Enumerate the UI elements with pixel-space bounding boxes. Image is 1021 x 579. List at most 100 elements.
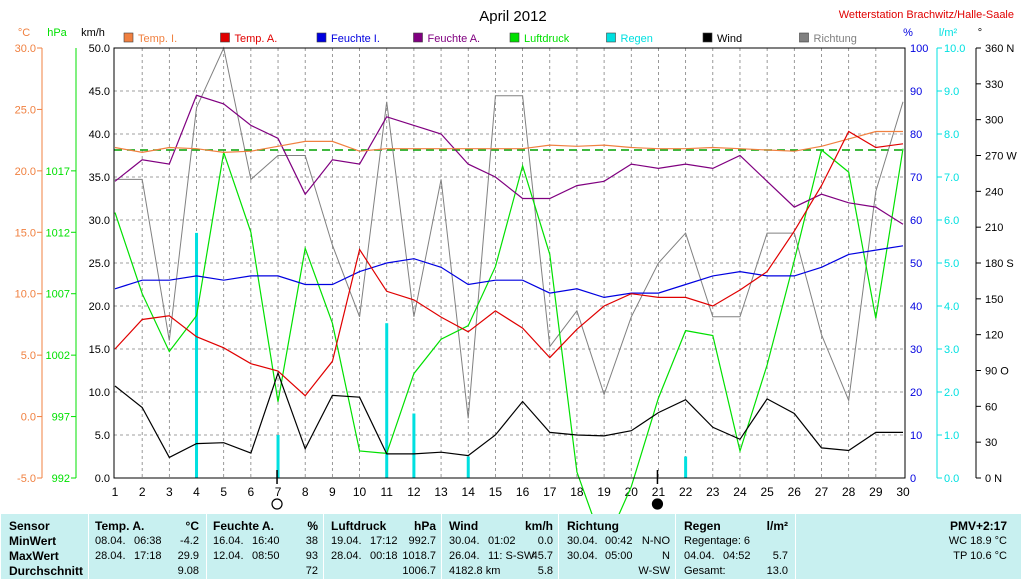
wind-tick-0: 50.0	[89, 43, 110, 55]
x-tick-9: 9	[329, 485, 336, 499]
wind-tick-2: 40.0	[89, 129, 110, 141]
wind-tick-6: 20.0	[89, 301, 110, 313]
direction-min-date: 30.04.	[567, 535, 598, 547]
series-line-wind	[114, 371, 903, 459]
wind-tick-7: 15.0	[89, 344, 110, 356]
temp-unit: °C	[185, 519, 199, 533]
wind-max-date: 26.04.	[449, 550, 480, 562]
temp-max-time: 17:18	[134, 550, 162, 562]
direction-min-value: N-NO	[641, 535, 670, 547]
x-tick-21: 21	[652, 485, 666, 499]
direction-tick-12: 0 N	[985, 473, 1002, 485]
x-tick-13: 13	[434, 485, 448, 499]
temp-min-time: 06:38	[134, 535, 162, 547]
temp-avg-value: 9.08	[177, 565, 199, 577]
left-axes: 30.0 25.0 20.0 15.0 10.0 5.0 0.0 -5.0 1017 1012 10…	[15, 43, 110, 485]
humidity-max-time: 08:50	[252, 550, 280, 562]
pressure-min-time: 17:12	[370, 535, 398, 547]
x-tick-4: 4	[193, 485, 200, 499]
legend: Temp. I. Temp. A. Feuchte I. Feuchte A. Luft…	[123, 32, 857, 45]
humidity-min-value: 38	[305, 535, 318, 547]
rain-unit: l/m²	[766, 519, 788, 533]
x-tick-7: 7	[275, 485, 282, 499]
x-tick-14: 14	[462, 485, 476, 499]
plot-frame	[113, 47, 906, 479]
x-tick-10: 10	[353, 485, 367, 499]
pressure-header: Luftdruck	[331, 519, 387, 533]
humidity-avg-value: 72	[305, 565, 318, 577]
moon-new-icon	[651, 498, 664, 510]
temp-tick-6: 0.0	[21, 412, 36, 424]
rain-days: Regentage: 6	[684, 535, 751, 547]
rain-tick-4: 6.0	[944, 215, 959, 227]
x-tick-15: 15	[489, 485, 503, 499]
legend-label-2: Feuchte I.	[331, 33, 380, 45]
stats-pmv: PMV+2:17 WC 18.9 °C TP 10.6 °C	[795, 514, 1021, 579]
rain-tick-10: 0.0	[944, 473, 959, 485]
legend-swatch-7	[799, 32, 809, 43]
temp-tick-5: 5.0	[21, 350, 36, 362]
series-line-feuchte-a-	[114, 94, 904, 225]
humidity-tick-4: 60	[910, 215, 922, 227]
x-tick-27: 27	[815, 485, 829, 499]
x-tick-17: 17	[543, 485, 557, 499]
rain-tick-8: 2.0	[944, 387, 959, 399]
rain-tick-5: 5.0	[944, 258, 959, 270]
rain-bar-4	[195, 232, 199, 478]
direction-max-date: 30.04.	[567, 550, 598, 562]
humidity-min-time: 16:40	[252, 535, 280, 547]
moon-full-icon	[271, 498, 283, 510]
direction-tick-9: 90 O	[985, 366, 1009, 378]
temp-header: Temp. A.	[95, 519, 145, 533]
x-axis: 1 2 3 4 5 6 7 8 9 10 11 12 13 14 15 16 17 18 19 20 21 22 23 24 2…	[112, 485, 910, 499]
rain-bars	[195, 232, 688, 478]
stats-rain: Regen l/m² Regentage: 6 04.04. 04:52 5.7…	[675, 514, 796, 579]
humidity-tick-9: 10	[910, 430, 922, 442]
wind-tick-4: 30.0	[89, 215, 110, 227]
direction-min-time: 00:42	[605, 535, 633, 547]
axis-units: °C hPa km/h% l/m² °	[18, 27, 982, 39]
row-label-max: MaxWert	[9, 549, 59, 563]
x-tick-24: 24	[733, 485, 747, 499]
wind-total-distance: 4182.8 km	[449, 565, 501, 577]
wind-tick-1: 45.0	[89, 86, 110, 98]
axis-unit-0: °C	[18, 27, 30, 39]
rain-max-date: 04.04.	[684, 550, 715, 562]
stats-wind: Wind km/h 30.04. 01:02 0.0 26.04. 11: S-…	[441, 514, 559, 579]
series-lines	[114, 46, 904, 514]
temp-max-date: 28.04.	[95, 550, 126, 562]
legend-label-0: Temp. I.	[138, 33, 177, 45]
axis-unit-3: %	[903, 27, 913, 39]
stats-table: Sensor MinWert MaxWert Durchschnitt Temp…	[0, 514, 1021, 579]
x-tick-16: 16	[516, 485, 530, 499]
x-tick-8: 8	[302, 485, 309, 499]
direction-tick-11: 30	[985, 437, 997, 449]
wind-tick-5: 25.0	[89, 258, 110, 270]
legend-swatch-0	[123, 32, 134, 43]
legend-swatch-2	[316, 32, 327, 43]
wind-max-time: 11: S-SW	[488, 550, 535, 562]
rain-tick-2: 8.0	[944, 129, 959, 141]
x-tick-28: 28	[842, 485, 856, 499]
temp-max-value: 29.9	[177, 550, 199, 562]
rain-tick-7: 3.0	[944, 344, 959, 356]
legend-swatch-6	[702, 32, 713, 43]
grid	[114, 48, 905, 478]
series-line-temp-a-	[114, 130, 904, 397]
x-tick-26: 26	[788, 485, 802, 499]
stats-humidity: Feuchte A. % 16.04. 16:40 38 12.04. 08:5…	[206, 514, 324, 579]
rain-max-value: 5.7	[772, 550, 788, 562]
direction-tick-10: 60	[985, 401, 997, 413]
legend-swatch-1	[220, 32, 230, 43]
pressure-min-value: 992.7	[408, 535, 436, 547]
temp-tick-2: 20.0	[15, 166, 36, 178]
legend-label-5: Regen	[621, 33, 653, 45]
stats-temp: Temp. A. °C 08.04. 06:38 -4.2 28.04. 17:…	[88, 514, 207, 579]
humidity-tick-3: 70	[910, 172, 922, 184]
stats-pressure: Luftdruck hPa 19.04. 17:12 992.7 28.04. …	[323, 514, 442, 579]
x-tick-20: 20	[625, 485, 639, 499]
humidity-tick-5: 50	[910, 258, 922, 270]
direction-tick-8: 120	[985, 330, 1003, 342]
legend-label-7: Richtung	[814, 33, 857, 45]
humidity-tick-0: 100	[910, 43, 928, 55]
